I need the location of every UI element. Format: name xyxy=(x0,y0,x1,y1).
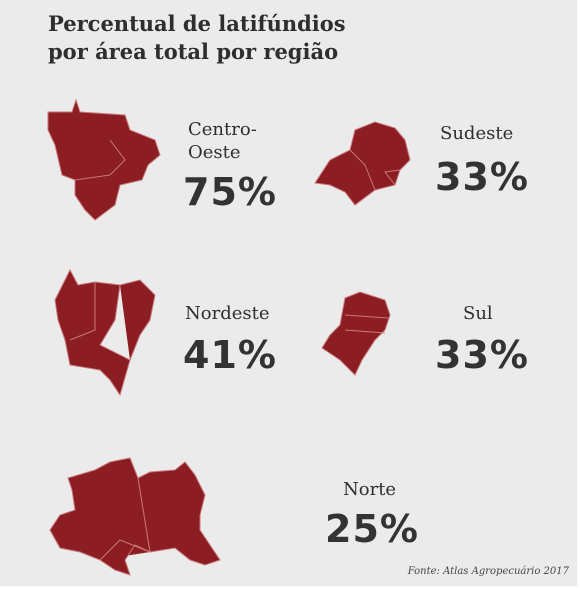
map-nordeste xyxy=(54,268,156,397)
title: Percentual de latifúndios por área total… xyxy=(48,11,346,64)
region-name: Nordeste xyxy=(185,303,270,324)
map-centro-oeste xyxy=(47,98,161,221)
map-norte xyxy=(49,457,221,576)
region-value: 75% xyxy=(183,170,277,214)
source: Fonte: Atlas Agropecuário 2017 xyxy=(407,566,569,577)
region-name: Centro- Oeste xyxy=(188,119,257,163)
map-sudeste xyxy=(314,121,411,206)
region-value: 33% xyxy=(435,155,529,199)
region-name: Norte xyxy=(343,479,397,500)
region-name: Sudeste xyxy=(440,123,514,144)
map-sul xyxy=(321,291,391,376)
region-value: 33% xyxy=(435,333,529,377)
region-value: 41% xyxy=(183,333,277,377)
region-name: Sul xyxy=(463,303,493,324)
region-value: 25% xyxy=(325,507,419,551)
